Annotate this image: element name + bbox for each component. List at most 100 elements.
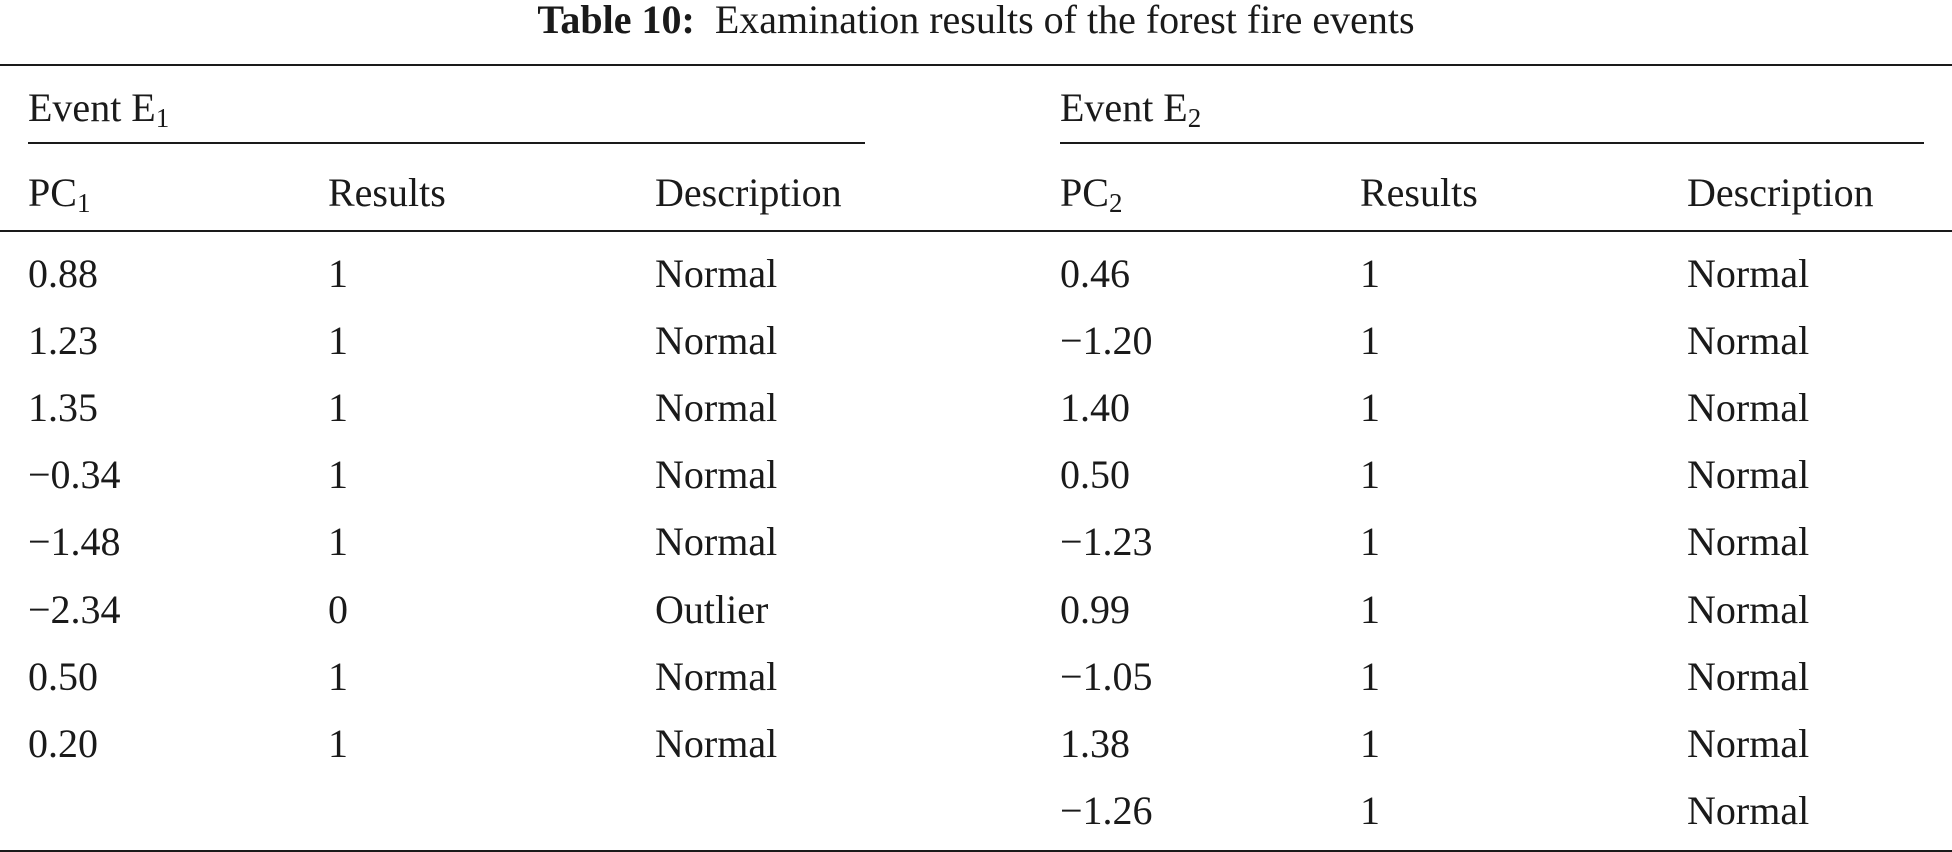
table-cell-text: Normal [655,452,778,497]
table-cell: −1.05 [1060,655,1153,699]
table-cell-text: 1 [328,721,348,766]
table-cell: Normal [1687,252,1809,296]
table-cell: Normal [655,319,777,363]
group-title-1: Event E1 [28,85,170,133]
table-cell: 1 [1360,520,1380,564]
table-cell: 0.50 [1060,453,1130,497]
table-cell-text: Normal [655,251,778,296]
column-header-1-3-text: Description [655,170,842,215]
table-cell-text: 1 [328,519,348,564]
table-cell: Normal [655,453,777,497]
table-cell-text: 1.35 [28,385,98,430]
table-cell-text: Normal [1687,721,1810,766]
table-cell: −1.48 [28,520,121,564]
table-cell-text: 1 [328,654,348,699]
table-cell-text: −1.23 [1060,519,1153,564]
table-cell-text: 0.46 [1060,251,1130,296]
table-cell: 1 [328,722,348,766]
table-cell-text: 1 [1360,587,1380,632]
group-title-2: Event E2 [1060,85,1201,132]
table-cell-text: −2.34 [28,587,121,632]
column-header-2-3-text: Description [1687,170,1874,215]
table-cell-text: Normal [1687,385,1810,430]
table-cell: 0 [328,588,348,632]
table-cell-text: Normal [655,654,778,699]
table-cell: 1 [1360,722,1380,766]
table-cell-text: −1.05 [1060,654,1153,699]
table-cell-text: −1.48 [28,519,121,564]
table-cell-text: 1 [1360,251,1380,296]
table-cell: 1 [1360,453,1380,497]
table-cell-text: 1.23 [28,318,98,363]
table-cell: Normal [655,252,777,296]
table-cell: Normal [655,722,777,766]
table-cell: Normal [1687,722,1809,766]
table-cell: 1 [328,453,348,497]
table-cell: Normal [1687,453,1809,497]
table-cell: 1.40 [1060,386,1130,430]
table-cell: −1.20 [1060,319,1153,363]
table-cell-text: 1.40 [1060,385,1130,430]
column-header-2-2: Results [1360,171,1478,215]
table-cell-text: 1 [328,318,348,363]
group-underline-2 [1060,142,1924,144]
table-cell-text: −1.26 [1060,788,1153,833]
table-cell-text: 1 [1360,721,1380,766]
group-title-1-text: Event E [28,85,156,130]
table-cell: 1 [1360,252,1380,296]
table-cell-text: Normal [655,519,778,564]
table-cell-text: Outlier [655,587,769,632]
table-caption-label: Table 10: [537,0,695,42]
table-cell: −1.23 [1060,520,1153,564]
table-cell: 1.35 [28,386,98,430]
table-cell: −1.26 [1060,789,1153,833]
table-cell-text: 0.99 [1060,587,1130,632]
table-cell-text: 0.88 [28,251,98,296]
table-cell-text: 0.20 [28,721,98,766]
table-cell-text: 1 [328,251,348,296]
table-caption-text: Examination results of the forest fire e… [714,0,1415,42]
table-cell: 1.38 [1060,722,1130,766]
column-header-2-2-text: Results [1360,170,1478,215]
column-header-1-2: Results [328,171,446,215]
table-cell: 1 [1360,655,1380,699]
table-cell: 0.46 [1060,252,1130,296]
bottom-rule [0,850,1952,852]
group-title-1-subscript: 1 [155,103,170,133]
table-cell: 0.99 [1060,588,1130,632]
table-cell-text: Normal [1687,519,1810,564]
table-cell-text: 1 [328,452,348,497]
table-cell: 1 [328,386,348,430]
group-underline-1 [28,142,865,144]
table-cell: Normal [1687,588,1809,632]
table-cell-text: 0.50 [1060,452,1130,497]
table-cell: 0.88 [28,252,98,296]
table-cell: 1 [328,655,348,699]
column-header-2-1: PC2 [1060,170,1123,218]
table-cell-text: 1 [1360,452,1380,497]
column-header-1-1-text: PC [28,170,77,215]
table-cell: Outlier [655,588,768,632]
column-header-1-1: PC1 [28,170,90,217]
table-cell-text: Normal [1687,318,1810,363]
group-title-2-text: Event E [1060,85,1188,130]
table-cell: 1 [1360,319,1380,363]
top-rule [0,64,1952,66]
table-cell: Normal [1687,789,1809,833]
table-cell-text: 1 [1360,654,1380,699]
table-cell: −2.34 [28,588,121,632]
table-cell: −0.34 [28,453,121,497]
table-cell: 0.50 [28,655,98,699]
table-cell-text: Normal [655,318,778,363]
table-cell: 1 [1360,789,1380,833]
table-cell: Normal [1687,319,1809,363]
table-cell-text: Normal [655,385,778,430]
column-header-1-3: Description [655,171,842,215]
table-cell: Normal [655,655,777,699]
table-cell-text: Normal [1687,788,1810,833]
column-header-2-1-text: PC [1060,170,1109,215]
table-cell-text: Normal [1687,251,1810,296]
table-cell-text: Normal [1687,587,1810,632]
table-cell: 1.23 [28,319,98,363]
column-header-2-1-subscript: 2 [1108,188,1123,218]
